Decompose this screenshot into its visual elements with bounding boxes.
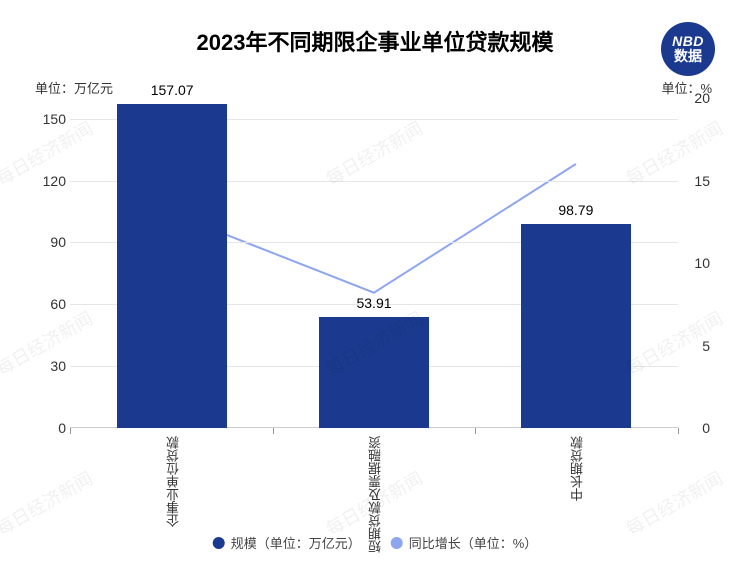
badge-top-text: NBD (672, 34, 704, 49)
x-tick (70, 428, 71, 434)
y-right-tick-label: 5 (702, 338, 710, 354)
y-left-tick-label: 90 (32, 234, 66, 250)
y-right-tick-label: 20 (694, 90, 710, 106)
x-tick (273, 428, 274, 434)
x-tick (678, 428, 679, 434)
legend-dot-bars (213, 537, 225, 549)
y-right-tick-label: 0 (702, 420, 710, 436)
y-left-tick-label: 30 (32, 358, 66, 374)
chart-container: 2023年不同期限企事业单位贷款规模 NBD 数据 单位：万亿元 单位：% 03… (0, 0, 750, 568)
watermark: 每日经济新闻 (621, 465, 728, 542)
bar (319, 317, 429, 428)
plot-area: 030609012015005101520157.07企事业单位贷款53.91短… (70, 98, 678, 428)
bar (117, 104, 227, 428)
y-right-tick-label: 15 (694, 173, 710, 189)
bar-value-label: 53.91 (356, 295, 391, 311)
y-left-tick-label: 0 (32, 420, 66, 436)
legend-item-line: 同比增长（单位：%） (391, 533, 538, 552)
legend-label-line: 同比增长（单位：%） (409, 533, 538, 552)
legend-item-bars: 规模（单位：万亿元） (213, 533, 361, 552)
y-right-tick-label: 10 (694, 255, 710, 271)
watermark: 每日经济新闻 (0, 465, 97, 542)
y-left-tick-label: 120 (32, 173, 66, 189)
line-series (172, 164, 576, 293)
nbd-badge: NBD 数据 (661, 22, 715, 76)
x-category-label: 中长期贷款 (568, 436, 587, 501)
bar-value-label: 157.07 (151, 82, 194, 98)
y-left-tick-label: 150 (32, 111, 66, 127)
bar (521, 224, 631, 428)
legend-label-bars: 规模（单位：万亿元） (231, 533, 361, 552)
x-tick (475, 428, 476, 434)
bar-value-label: 98.79 (558, 202, 593, 218)
legend: 规模（单位：万亿元） 同比增长（单位：%） (213, 533, 538, 552)
badge-bottom-text: 数据 (674, 49, 702, 64)
x-category-label: 企事业单位贷款 (164, 436, 183, 527)
legend-dot-line (391, 537, 403, 549)
chart-title: 2023年不同期限企事业单位贷款规模 (30, 25, 720, 57)
y-left-unit: 单位：万亿元 (35, 78, 113, 97)
y-left-tick-label: 60 (32, 296, 66, 312)
